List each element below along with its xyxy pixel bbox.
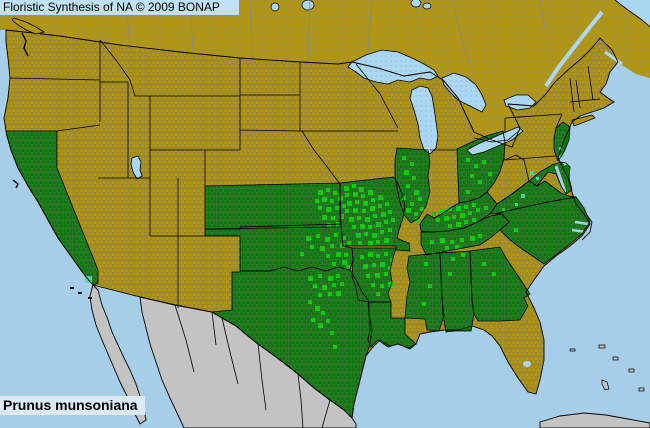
county-marker <box>561 154 564 157</box>
canada-province-lines <box>124 0 546 67</box>
lake-okeechobee <box>523 361 531 367</box>
bahamas <box>569 344 645 392</box>
channel-islands <box>70 287 92 299</box>
political-borders <box>3 29 619 419</box>
map-title: Floristic Synthesis of NA © 2009 BONAP <box>0 0 239 15</box>
coastal-details <box>11 17 645 392</box>
st-lawrence-and-bays <box>544 0 650 241</box>
puget-and-sf-bay <box>12 32 29 189</box>
canada-small-lakes <box>195 0 432 12</box>
mexico-state-lines <box>89 284 650 428</box>
species-name-label: Prunus munsoniana <box>0 396 145 415</box>
